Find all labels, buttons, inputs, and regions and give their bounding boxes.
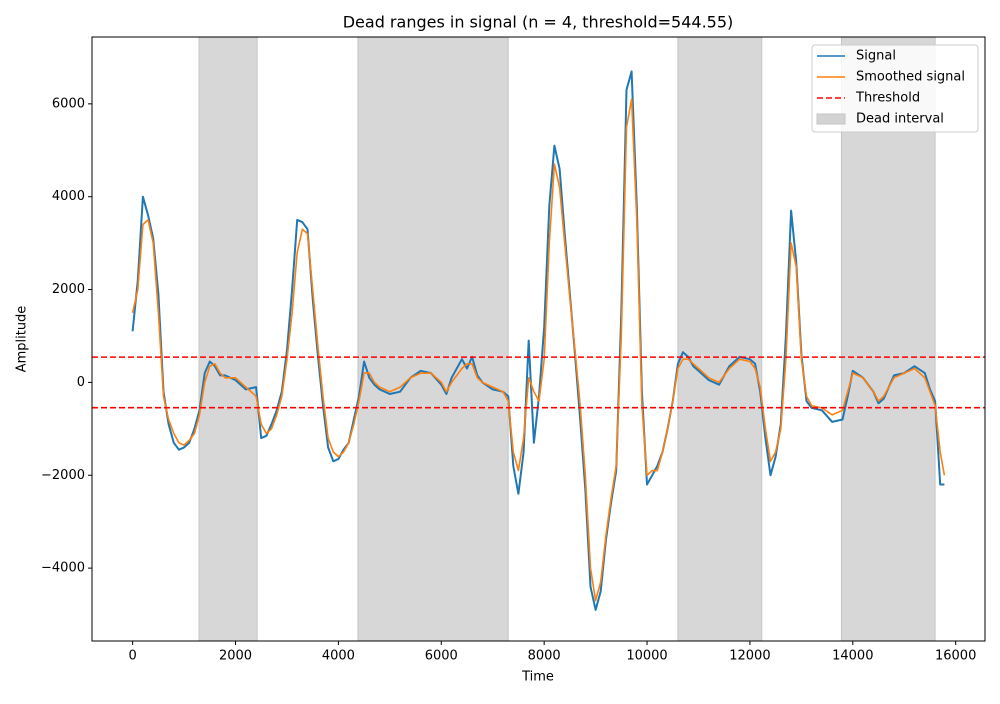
x-axis-label: Time: [521, 670, 554, 685]
x-tick-label: 0: [128, 649, 136, 664]
series-line: [131, 70, 945, 611]
y-tick-label: 4000: [52, 189, 85, 204]
x-tick-label: 14000: [832, 649, 873, 664]
series-line: [131, 98, 946, 602]
x-tick-label: 2000: [219, 649, 252, 664]
plot-area: [92, 37, 985, 641]
dead-interval: [677, 37, 763, 641]
y-tick-label: 2000: [52, 282, 85, 297]
x-tick-label: 10000: [626, 649, 667, 664]
legend-swatch: [816, 113, 846, 125]
chart-title: Dead ranges in signal (n = 4, threshold=…: [343, 13, 734, 32]
legend-label: Dead interval: [856, 112, 944, 127]
dead-interval: [840, 37, 936, 641]
x-tick-label: 6000: [425, 649, 458, 664]
legend-box: [811, 44, 979, 133]
y-tick-label: 6000: [52, 96, 85, 111]
y-tick-label: −2000: [41, 468, 85, 483]
x-tick-label: 16000: [935, 649, 976, 664]
y-tick-label: −4000: [41, 561, 85, 576]
x-tick-label: 12000: [729, 649, 770, 664]
dead-interval: [357, 37, 509, 641]
legend-label: Smoothed signal: [856, 70, 965, 85]
y-axis-label: Amplitude: [15, 306, 30, 373]
dead-interval: [198, 37, 258, 641]
x-tick-label: 4000: [322, 649, 355, 664]
x-tick-label: 8000: [528, 649, 561, 664]
y-tick-label: 0: [77, 375, 85, 390]
legend-label: Signal: [856, 49, 896, 64]
legend-label: Threshold: [855, 91, 920, 106]
axes-frame: [91, 36, 986, 642]
